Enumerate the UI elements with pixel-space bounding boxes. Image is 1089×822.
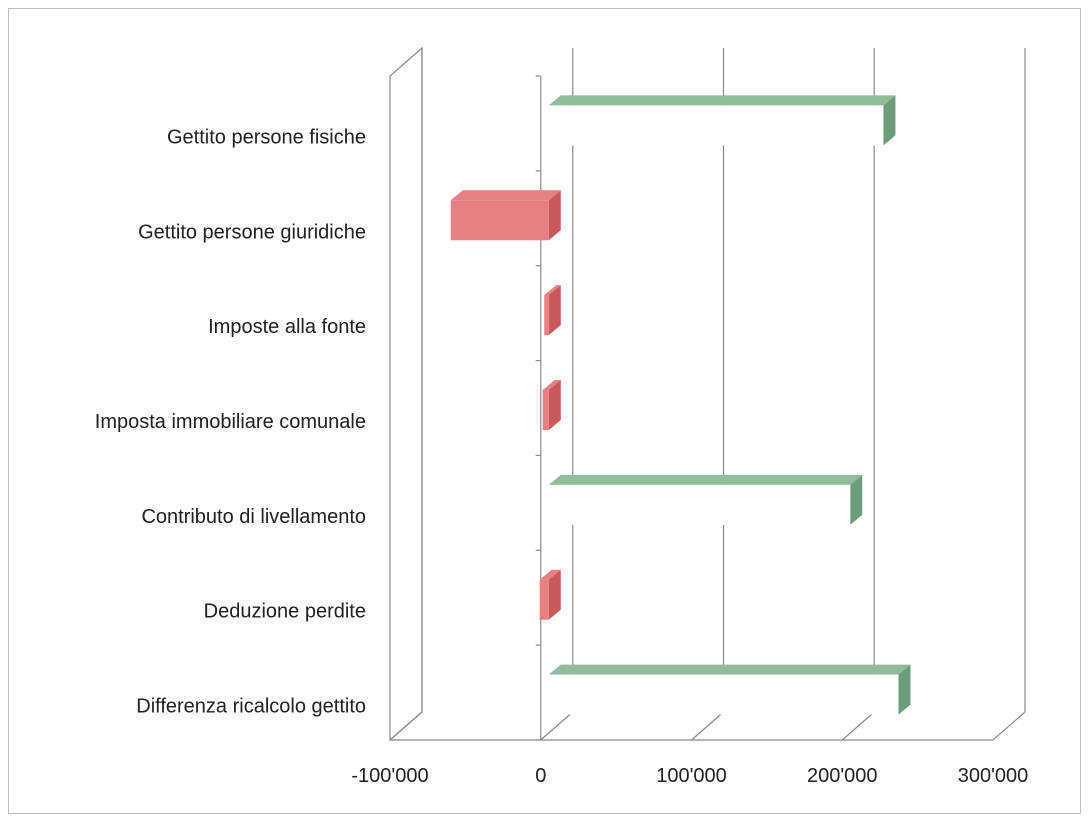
bar xyxy=(548,474,863,525)
bar-side xyxy=(850,474,863,525)
x-tick-labels: -100'000 0 100'000 200'000 300'000 xyxy=(351,765,1028,787)
bar-top xyxy=(450,190,561,201)
bar-front xyxy=(539,579,549,620)
x-tick-label: 100'000 xyxy=(656,765,727,787)
bar-front xyxy=(548,674,899,715)
bar xyxy=(544,285,561,336)
bar-front xyxy=(544,295,549,336)
bar xyxy=(542,380,561,430)
x-tick-label: 300'000 xyxy=(958,765,1029,787)
category-labels: Gettito persone fisiche Gettito persone g… xyxy=(95,126,366,717)
floor-gridline xyxy=(691,711,724,741)
left-wall xyxy=(389,46,423,742)
bar xyxy=(450,190,561,241)
bar-top xyxy=(539,569,561,580)
bar-side xyxy=(548,380,561,430)
bar-top xyxy=(548,474,863,485)
floor-gridline xyxy=(389,711,423,741)
bar-top xyxy=(548,664,911,675)
bar-front xyxy=(548,484,851,525)
category-label: Differenza ricalcolo gettito xyxy=(136,696,366,718)
category-label: Imposte alla fonte xyxy=(208,316,366,338)
floor-gridline xyxy=(992,711,1026,741)
bar xyxy=(548,95,896,146)
gridlines xyxy=(389,48,1026,741)
bar-side xyxy=(883,95,896,146)
bar-side xyxy=(898,664,911,715)
floor-gridline xyxy=(841,711,875,741)
x-tick-label: -100'000 xyxy=(351,765,428,787)
bar-top xyxy=(542,380,561,390)
chart-walls xyxy=(389,46,423,742)
bar-top xyxy=(544,285,561,296)
category-label: Gettito persone fisiche xyxy=(167,126,366,148)
bar-front xyxy=(548,105,884,146)
bar xyxy=(539,569,561,620)
bars xyxy=(450,95,911,715)
category-label: Deduzione perdite xyxy=(204,601,366,623)
bar-front xyxy=(542,390,549,430)
bar-front xyxy=(450,200,549,241)
bar-side xyxy=(548,190,561,241)
bar-side xyxy=(548,569,561,620)
category-label: Imposta immobiliare comunale xyxy=(95,411,366,433)
x-tick-label: 200'000 xyxy=(807,765,878,787)
category-label: Gettito persone giuridiche xyxy=(138,221,366,243)
x-tick-label: 0 xyxy=(535,765,546,787)
bar-top xyxy=(548,95,896,106)
category-label: Contributo di livellamento xyxy=(141,506,366,528)
bar xyxy=(548,664,911,715)
bar-side xyxy=(548,285,561,336)
floor-gridline xyxy=(540,711,574,741)
